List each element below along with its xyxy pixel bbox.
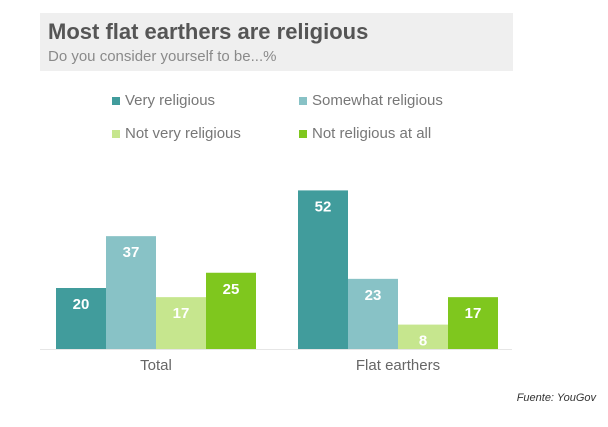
data-label-total-very-religious: 20 (73, 296, 90, 313)
data-label-flat-earthers-very-religious: 52 (315, 198, 332, 215)
bar-flat-earthers-not-very-religious (398, 324, 448, 349)
legend-item-very-religious: Very religious (112, 92, 215, 109)
legend-swatch (299, 96, 307, 105)
legend-label: Somewhat religious (312, 92, 443, 109)
bar-flat-earthers-very-religious (298, 190, 348, 349)
legend-swatch (299, 129, 307, 138)
bar-flat-earthers-somewhat-religious (348, 278, 398, 349)
data-label-flat-earthers-not-very-religious: 8 (419, 333, 427, 350)
legend-swatch (112, 96, 120, 105)
chart-header: Most flat earthers are religious Do you … (40, 13, 513, 71)
legend-item-not-religious-at-all: Not religious at all (299, 125, 431, 142)
data-label-flat-earthers-somewhat-religious: 23 (365, 287, 382, 304)
data-label-total-not-religious-at-all: 25 (223, 281, 240, 298)
bar-total-not-religious-at-all (206, 272, 256, 349)
data-label-total-not-very-religious: 17 (173, 305, 190, 322)
source-note: Fuente: YouGov (516, 392, 596, 404)
legend-swatch (112, 129, 120, 138)
legend-item-not-very-religious: Not very religious (112, 125, 241, 142)
legend-item-somewhat-religious: Somewhat religious (299, 92, 443, 109)
bar-total-somewhat-religious (106, 236, 156, 349)
legend-label: Not very religious (125, 125, 241, 142)
data-label-total-somewhat-religious: 37 (123, 244, 140, 261)
bar-total-very-religious (56, 288, 106, 349)
data-label-flat-earthers-not-religious-at-all: 17 (465, 305, 482, 322)
bar-total-not-very-religious (156, 297, 206, 349)
category-label-flat-earthers: Flat earthers (356, 357, 440, 374)
legend-label: Not religious at all (312, 125, 432, 142)
bar-flat-earthers-not-religious-at-all (448, 297, 498, 349)
legend-label: Very religious (125, 92, 216, 109)
chart-title: Most flat earthers are religious (48, 19, 369, 44)
category-label-total: Total (140, 357, 172, 374)
chart-subtitle: Do you consider yourself to be...% (48, 48, 277, 65)
